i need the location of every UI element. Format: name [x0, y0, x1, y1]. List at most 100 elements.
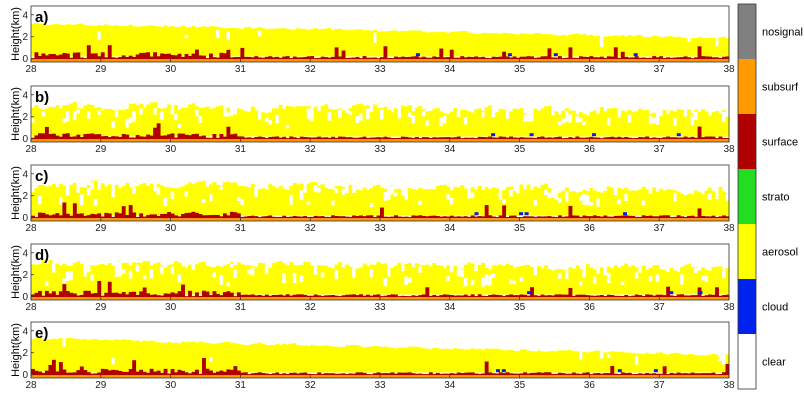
clear-cell	[474, 265, 479, 272]
surface-cell	[153, 371, 158, 376]
aerosol-cell	[533, 269, 538, 295]
aerosol-cell	[362, 187, 367, 216]
clear-cell	[393, 192, 398, 197]
aerosol-cell	[142, 107, 147, 137]
aerosol-cell	[530, 34, 534, 57]
surface-cell	[484, 205, 489, 219]
aerosol-cell	[254, 267, 259, 295]
surface-cell	[142, 52, 147, 60]
surface-cell	[596, 137, 601, 140]
surface-cell	[502, 205, 507, 219]
x-tick-label: 38	[723, 380, 735, 391]
clear-cell	[400, 190, 405, 196]
surface-cell	[495, 294, 500, 298]
x-tick-label: 32	[305, 302, 317, 313]
aerosol-cell	[146, 186, 151, 216]
aerosol-cell	[310, 110, 315, 137]
surface-cell	[177, 133, 182, 140]
surface-cell	[432, 373, 437, 376]
surface-cell	[634, 56, 639, 60]
surface-cell	[418, 215, 423, 219]
surface-cell	[275, 372, 280, 376]
clear-cell	[111, 120, 116, 129]
aerosol-cell	[613, 186, 618, 216]
clear-cell	[578, 118, 583, 123]
surface-cell	[355, 137, 360, 140]
aerosol-cell	[701, 38, 705, 57]
aerosol-cell	[610, 108, 615, 137]
surface-cell	[250, 57, 255, 60]
aerosol-cell	[86, 339, 91, 373]
surface-cell	[453, 295, 458, 298]
surface-cell	[505, 372, 510, 376]
aerosol-cell	[149, 25, 154, 57]
aerosol-cell	[243, 345, 248, 373]
aerosol-cell	[380, 107, 384, 137]
surface-cell	[708, 216, 712, 219]
surface-cell	[645, 294, 650, 298]
clear-cell	[613, 186, 618, 196]
surface-cell	[177, 53, 182, 60]
aerosol-cell	[711, 37, 716, 57]
clear-cell	[369, 269, 374, 278]
surface-cell	[414, 136, 419, 140]
aerosol-cell	[191, 183, 196, 216]
surface-cell	[177, 291, 182, 298]
aerosol-cell	[254, 110, 259, 137]
surface-cell	[708, 294, 712, 298]
surface-cell	[69, 292, 74, 298]
surface-cell	[114, 212, 119, 219]
aerosol-cell	[631, 190, 636, 216]
clear-cell	[446, 275, 451, 281]
surface-cell	[177, 369, 182, 376]
aerosol-cell	[247, 344, 252, 373]
aerosol-cell	[229, 105, 234, 137]
aerosol-cell	[233, 104, 238, 137]
aerosol-cell	[554, 192, 559, 216]
surface-cell	[509, 294, 514, 298]
surface-cell	[44, 370, 49, 376]
aerosol-cell	[37, 108, 42, 137]
aerosol-cell	[641, 110, 646, 137]
surface-cell	[317, 372, 322, 376]
surface-cell	[725, 363, 730, 376]
surface-cell	[638, 373, 643, 376]
surface-cell	[41, 295, 46, 298]
surface-cell	[666, 136, 671, 140]
aerosol-cell	[198, 262, 203, 295]
surface-cell	[369, 137, 374, 140]
surface-cell	[86, 45, 91, 60]
aerosol-cell	[512, 350, 517, 373]
surface-cell	[215, 137, 220, 140]
clear-cell	[425, 120, 430, 127]
surface-cell	[261, 137, 266, 140]
aerosol-cell	[722, 36, 726, 57]
surface-cell	[414, 373, 419, 376]
surface-cell	[107, 137, 112, 140]
surface-cell	[289, 372, 294, 376]
clear-cell	[488, 275, 493, 286]
aerosol-cell	[505, 187, 510, 216]
aerosol-cell	[680, 354, 685, 373]
surface-cell	[442, 57, 447, 60]
aerosol-cell	[142, 340, 147, 373]
x-tick-label: 28	[25, 64, 37, 75]
aerosol-cell	[146, 260, 151, 295]
x-tick-label: 38	[723, 64, 735, 75]
surface-cell	[55, 371, 60, 376]
surface-cell	[310, 56, 315, 60]
clear-cell	[617, 199, 622, 205]
aerosol-cell	[79, 264, 84, 295]
surface-cell	[554, 373, 559, 376]
aerosol-cell	[449, 349, 454, 373]
aerosol-cell	[58, 338, 63, 373]
aerosol-cell	[571, 351, 576, 373]
surface-cell	[484, 137, 489, 140]
clear-cell	[380, 109, 384, 120]
clear-cell	[725, 193, 730, 201]
clear-cell	[97, 31, 102, 41]
aerosol-cell	[509, 186, 514, 216]
x-tick-label: 29	[95, 144, 107, 155]
surface-cell	[561, 138, 566, 140]
aerosol-cell	[111, 340, 116, 373]
